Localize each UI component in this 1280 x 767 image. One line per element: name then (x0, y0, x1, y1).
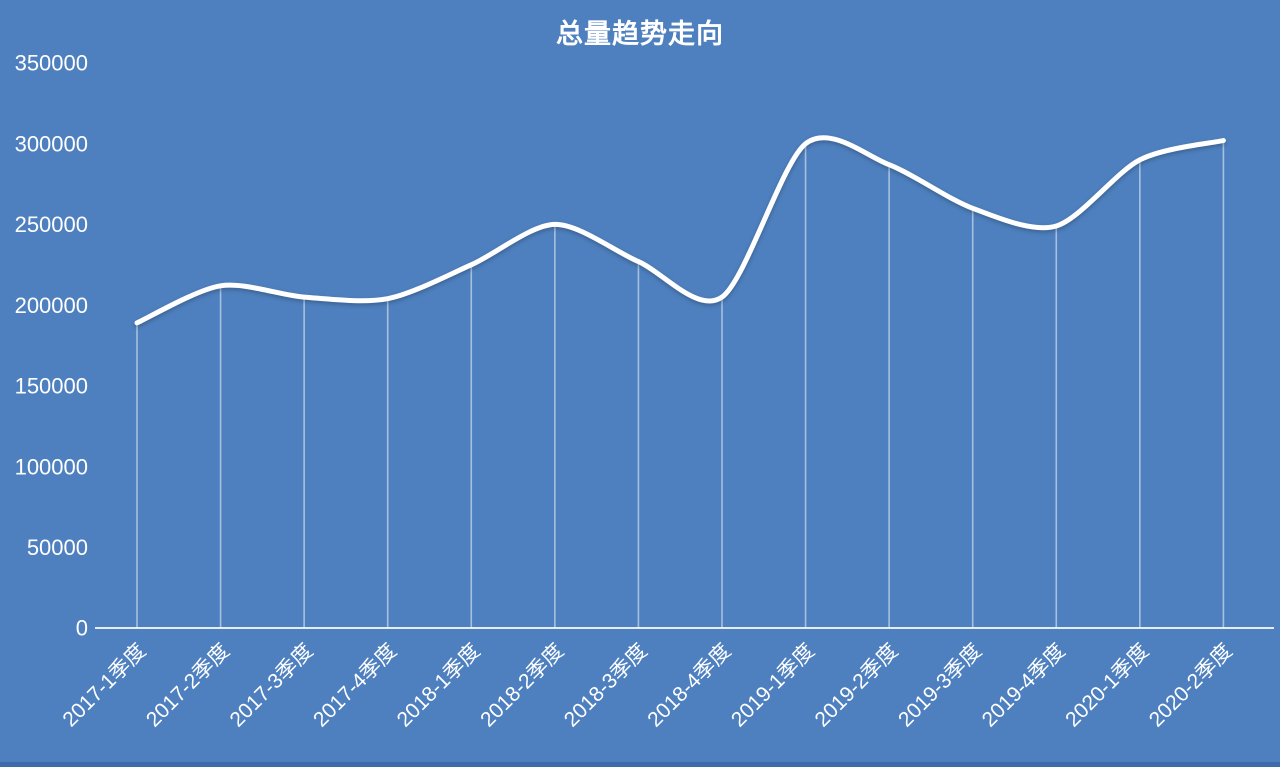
y-axis-tick-label: 200000 (15, 293, 88, 318)
y-axis-tick-label: 150000 (15, 374, 88, 399)
chart-title: 总量趋势走向 (556, 19, 724, 49)
x-axis-tick-label: 2017-2季度 (142, 639, 234, 731)
y-axis-tick-label: 250000 (15, 212, 88, 237)
x-axis-tick-label: 2018-3季度 (560, 639, 652, 731)
y-axis-tick-label: 50000 (27, 535, 88, 560)
y-axis-tick-label: 100000 (15, 454, 88, 479)
x-axis-tick-label: 2017-1季度 (58, 639, 150, 731)
x-axis-tick-label: 2017-3季度 (225, 639, 317, 731)
x-axis-tick-label: 2019-3季度 (894, 639, 986, 731)
x-axis-tick-label: 2019-4季度 (978, 639, 1070, 731)
x-axis-tick-label: 2019-2季度 (810, 639, 902, 731)
y-axis-tick-label: 350000 (15, 51, 88, 76)
bottom-edge-bar (0, 762, 1280, 767)
x-axis-tick-label: 2018-2季度 (476, 639, 568, 731)
x-axis-tick-label: 2017-4季度 (309, 639, 401, 731)
y-axis-tick-label: 300000 (15, 131, 88, 156)
x-axis-tick-label: 2020-1季度 (1061, 639, 1153, 731)
x-axis-tick-label: 2019-1季度 (727, 639, 819, 731)
x-axis-tick-label: 2018-1季度 (393, 639, 485, 731)
x-axis-tick-label: 2018-4季度 (643, 639, 735, 731)
x-axis-tick-label: 2020-2季度 (1145, 639, 1237, 731)
y-axis-tick-label: 0 (76, 616, 88, 641)
trend-line (134, 135, 1226, 326)
